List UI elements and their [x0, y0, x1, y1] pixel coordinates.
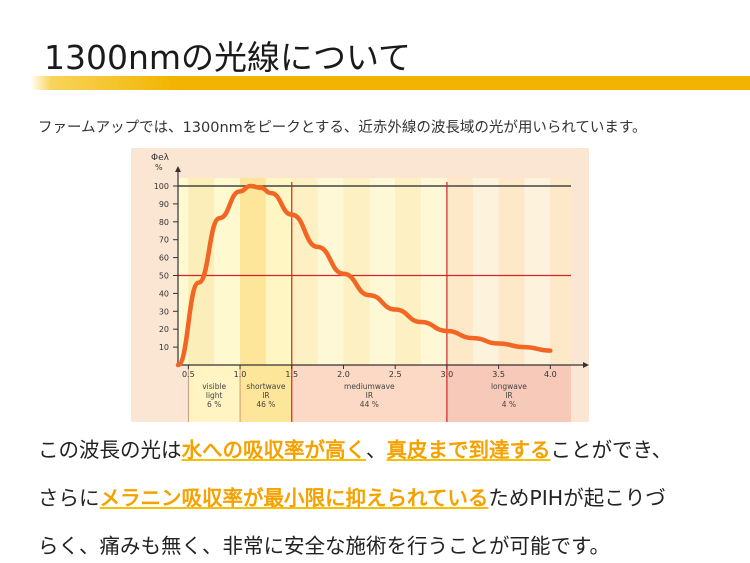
band-background	[446, 365, 571, 422]
y-axis-unit: %	[155, 163, 163, 172]
x-tick-label: 2.5	[389, 370, 402, 379]
body-text-segment: ことができ、	[550, 438, 673, 462]
body-text-segment: 、	[366, 438, 387, 462]
highlighted-text: 水への吸収率が高く	[181, 438, 367, 462]
chart-stripe	[498, 178, 525, 365]
lead-text: ファームアップでは、1300nmをピークとする、近赤外線の波長域の光が用いられて…	[38, 120, 647, 136]
x-tick-label: 2.0	[337, 370, 350, 379]
body-text-segment: さらに	[38, 486, 100, 510]
band-background	[291, 365, 447, 422]
chart-stripe	[240, 178, 266, 365]
y-axis-arrow	[175, 166, 181, 172]
spectrum-curve	[175, 183, 553, 368]
x-tick-label: 4.0	[544, 370, 557, 379]
band-background	[240, 365, 292, 422]
band-label: 6 %	[207, 400, 221, 409]
body-line-1: この波長の光は水への吸収率が高く、真皮まで到達することができ、	[38, 436, 672, 464]
chart-stripe	[395, 178, 422, 365]
y-tick-label: 90	[159, 200, 169, 209]
x-axis-arrow	[583, 362, 589, 368]
y-tick-label: 100	[154, 182, 169, 191]
y-tick-label: 30	[159, 307, 169, 316]
band-label: 4 %	[502, 400, 516, 409]
x-tick-label: 1.0	[234, 370, 247, 379]
title-underline-bar	[30, 76, 750, 90]
chart-stripe	[524, 178, 551, 365]
body-text-segment: ためPIHが起こりづ	[488, 486, 666, 510]
band-label: 46 %	[256, 400, 275, 409]
y-tick-label: 20	[159, 325, 169, 334]
spectrum-chart: 10 20 30 40 50 60 70 80 90 100 Φeλ% 0.5 1.0 1.5 2.0 2.5…	[131, 148, 589, 422]
band-label: shortwave	[246, 382, 285, 391]
body-text-segment: この波長の光は	[38, 438, 182, 462]
x-tick-label: 3.5	[492, 370, 505, 379]
chart-stripe	[421, 178, 447, 365]
y-tick-label: 60	[159, 254, 169, 263]
chart-stripe	[343, 178, 370, 365]
chart-stripe	[550, 178, 571, 365]
band-label: 44 %	[360, 400, 379, 409]
y-tick-label: 10	[159, 343, 169, 352]
band-label: IR	[366, 391, 373, 400]
body-text-segment: らく、痛みも無く、非常に安全な施術を行うことが可能です。	[38, 534, 610, 558]
y-tick-label: 40	[159, 289, 169, 298]
chart-svg: 10 20 30 40 50 60 70 80 90 100 Φeλ% 0.5 1.0 1.5 2.0 2.5…	[131, 148, 589, 422]
chart-stripe	[291, 178, 318, 365]
band-label: light	[206, 391, 223, 400]
page-title: 1300nmの光線について	[44, 38, 412, 77]
highlighted-text: 真皮まで到達する	[386, 438, 551, 462]
y-tick-label: 80	[159, 218, 169, 227]
chart-stripe	[472, 178, 499, 365]
x-tick-label: 1.5	[285, 370, 298, 379]
band-label: mediumwave	[344, 382, 395, 391]
body-line-2: さらにメラニン吸収率が最小限に抑えられているためPIHが起こりづ	[38, 484, 666, 512]
band-label: IR	[505, 391, 512, 400]
chart-stripe	[178, 178, 189, 365]
x-tick-label: 3.0	[441, 370, 454, 379]
band-label: visible	[202, 382, 226, 391]
y-tick-label: 50	[159, 272, 169, 281]
band-label: IR	[262, 391, 269, 400]
band-label: longwave	[491, 382, 527, 391]
band-background	[188, 365, 241, 422]
y-tick-label: 70	[159, 236, 169, 245]
chart-stripe	[265, 178, 292, 365]
y-axis-label: Φeλ	[151, 153, 170, 163]
chart-stripe	[188, 178, 215, 365]
body-line-3: らく、痛みも無く、非常に安全な施術を行うことが可能です。	[38, 532, 610, 560]
chart-stripe	[369, 178, 396, 365]
x-tick-label: 0.5	[182, 370, 195, 379]
highlighted-text: メラニン吸収率が最小限に抑えられている	[99, 486, 489, 510]
